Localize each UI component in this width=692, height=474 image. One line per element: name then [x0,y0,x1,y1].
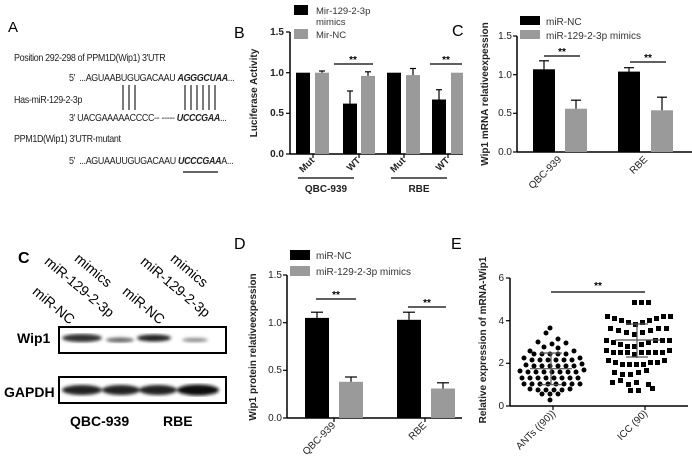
x-tick: RBE [407,420,430,443]
x-tick: Mut [297,155,317,175]
y-tick: 2 [498,358,504,369]
row-label-gapdh: GAPDH [4,384,55,400]
group-label-qbc939: QBC-939 [70,413,130,429]
significance-marker: ** [644,53,652,64]
y-tick: 0.0 [270,149,284,160]
chart-e-scatter: 0 2 4 6 Relative expression of mRNA-Wip1… [478,256,688,452]
x-tick: Mut [388,155,408,175]
panel-letter-e: E [451,236,462,253]
y-axis-label: Wip1 protein relativeexpession [248,273,259,420]
panel-letter-b: B [234,25,245,42]
legend-label-mimics: miR-129-2-3p mimics [546,31,641,42]
mut-prefix: 5' [69,155,75,167]
icc-dots [604,300,673,393]
y-tick: 1.0 [270,68,284,79]
mutant-label: PPM1D(Wip1) 3'UTR-mutant [14,133,121,145]
significance-marker: ** [558,47,566,58]
y-tick: 0.5 [270,108,284,119]
y-tick: 1.5 [498,31,512,42]
legend-label-nc: miR-NC [316,251,352,262]
significance-marker: ** [594,281,602,292]
legend-label-mimics: miR-129-2-3p mimics [316,267,411,278]
legend-label-nc: miR-NC [546,17,582,28]
panel-letter-d: D [234,236,246,253]
chart-d-protein: miR-NC miR-129-2-3p mimics 0.0 0.5 1.0 1… [248,250,462,458]
y-tick: 6 [498,273,504,284]
mirna-seq-tail: ... [220,112,227,124]
legend-swatch-nc [294,29,308,39]
mirna-seq-plain: UACGAAAAACCCC-- ----- [77,112,177,124]
y-tick: 4 [498,316,504,327]
panel-letter-c: C [452,23,464,40]
y-axis-label: Wip1 mRNA relativeexpession [480,22,491,165]
mut-seq-tail: A... [221,155,234,167]
panel-letter-a: A [8,19,19,36]
mirna-seq-seed: UCCCGAA [176,112,221,124]
significance-marker: ** [332,290,340,301]
significance-marker: ** [349,55,357,66]
group-label: QBC-939 [305,184,348,195]
legend-label-mimics: Mir-129-2-3p [316,6,370,17]
wt-sequence: 5' ...AGUAABUGUGACAAU AGGGCUAA... [69,72,235,84]
y-tick: 0 [498,401,504,412]
x-tick: QBC-939 [527,154,565,192]
x-tick: QBC-939 [301,420,339,458]
chart-b-luciferase: Mir-129-2-3p mimics Mir-NC 0.0 0.5 1.0 1… [249,5,463,195]
y-axis-label: Luciferase Activity [249,48,260,137]
mut-seq-plain: ...AGUAAUUGUGACAAU [79,155,178,167]
y-tick: 0.5 [498,108,512,119]
y-tick: 1.5 [268,270,282,281]
ants-dots [517,325,587,403]
y-tick: 1.0 [268,318,282,329]
row-label-wip1: Wip1 [17,330,51,346]
wt-seq-tail: ... [227,72,235,84]
western-blot [58,326,227,404]
y-tick: 0.0 [498,147,512,158]
mirna-label: Has-miR-129-2-3p [14,94,82,106]
y-tick: 0.5 [268,365,282,376]
group-label-rbe: RBE [163,413,193,429]
wt-seq-seed: AGGGCUAA [177,72,228,84]
legend-swatch-mimics [294,5,308,15]
y-axis-label: Relative expression of mRNA-Wip1 [478,256,489,423]
significance-marker: ** [442,55,450,66]
wt-prefix: 5' [69,72,75,84]
x-tick: WT [434,155,452,173]
y-tick: 1.0 [498,70,512,81]
lane-label: miR-NC [119,283,169,328]
mirna-sequence: 3' UACGAAAAACCCC-- ----- UCCCGAA... [69,112,227,124]
legend-label-mimics-2: mimics [316,17,346,28]
mirna-prefix: 3' [69,112,75,124]
x-tick: WT [345,155,363,173]
sequence-position-label: Position 292-298 of PPM1D(Wip1) 3'UTR [14,52,166,64]
mutant-sequence: 5' ...AGUAAUUGUGACAAU UCCCGAAA... [69,155,234,167]
legend-label-nc: Mir-NC [316,30,346,41]
significance-marker: ** [423,298,431,309]
x-tick: ANTs ((90)) [514,408,558,452]
chart-c-mrna: miR-NC miR-129-2-3p mimics 0.0 0.5 1.0 1… [480,16,692,192]
panel-letter-c-blot: C [18,250,30,267]
x-tick: ICC (90) [616,408,651,443]
x-tick: RBE [628,154,651,177]
pairing-lines [122,85,218,173]
y-tick: 1.5 [270,27,284,38]
group-label: RBE [408,184,429,195]
y-tick: 0.0 [268,413,282,424]
mut-seq-seed: UCCCGAA [177,155,222,167]
wt-seq-plain: ...AGUAABUGUGACAAU [79,72,178,84]
